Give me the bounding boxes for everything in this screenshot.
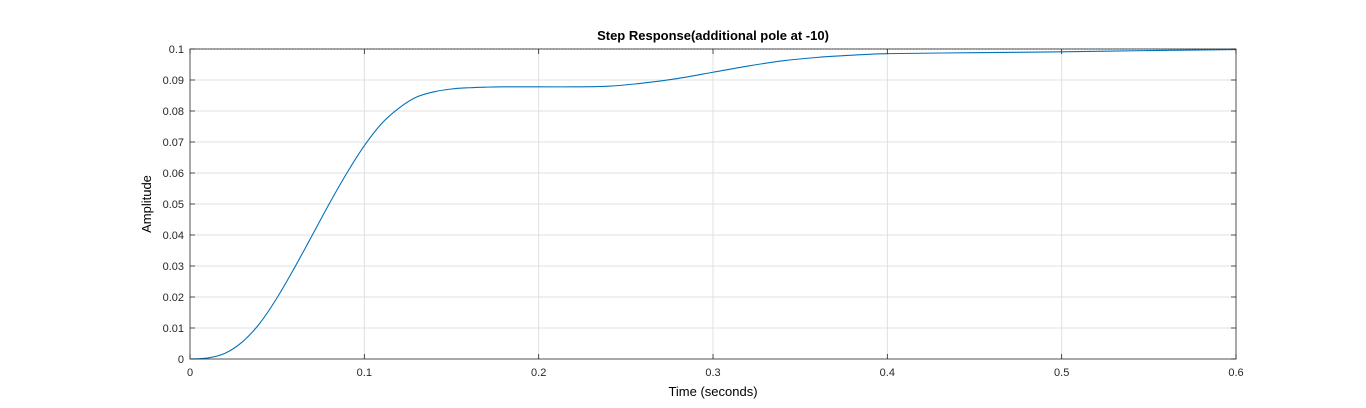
y-tick-label: 0 — [178, 354, 184, 366]
grid — [190, 49, 1236, 359]
x-axis-title: Time (seconds) — [668, 384, 757, 399]
x-tick-label: 0.4 — [880, 367, 895, 379]
y-tick-label: 0.1 — [169, 44, 184, 56]
y-tick-label: 0.06 — [163, 168, 184, 180]
y-tick-label: 0.02 — [163, 292, 184, 304]
y-tick-label: 0.09 — [163, 75, 184, 87]
x-tick-label: 0.1 — [357, 367, 372, 379]
y-tick-label: 0.07 — [163, 137, 184, 149]
x-tick-label: 0.3 — [705, 367, 720, 379]
y-tick-label: 0.03 — [163, 261, 184, 273]
x-tick-label: 0.2 — [531, 367, 546, 379]
chart-title: Step Response(additional pole at -10) — [597, 28, 829, 43]
ticks: 0 0.1 0.2 0.3 0.4 0.5 0.6 0 0.01 0.02 0.03 0.04 0.05… — [163, 44, 1244, 379]
y-tick-label: 0.01 — [163, 323, 184, 335]
x-tick-label: 0.5 — [1054, 367, 1069, 379]
x-tick-label: 0 — [187, 367, 193, 379]
y-tick-label: 0.04 — [163, 230, 184, 242]
y-tick-label: 0.08 — [163, 106, 184, 118]
series-line — [189, 49, 1237, 360]
y-axis-title: Amplitude — [139, 175, 154, 233]
y-tick-label: 0.05 — [163, 199, 184, 211]
x-tick-label: 0.6 — [1228, 367, 1243, 379]
